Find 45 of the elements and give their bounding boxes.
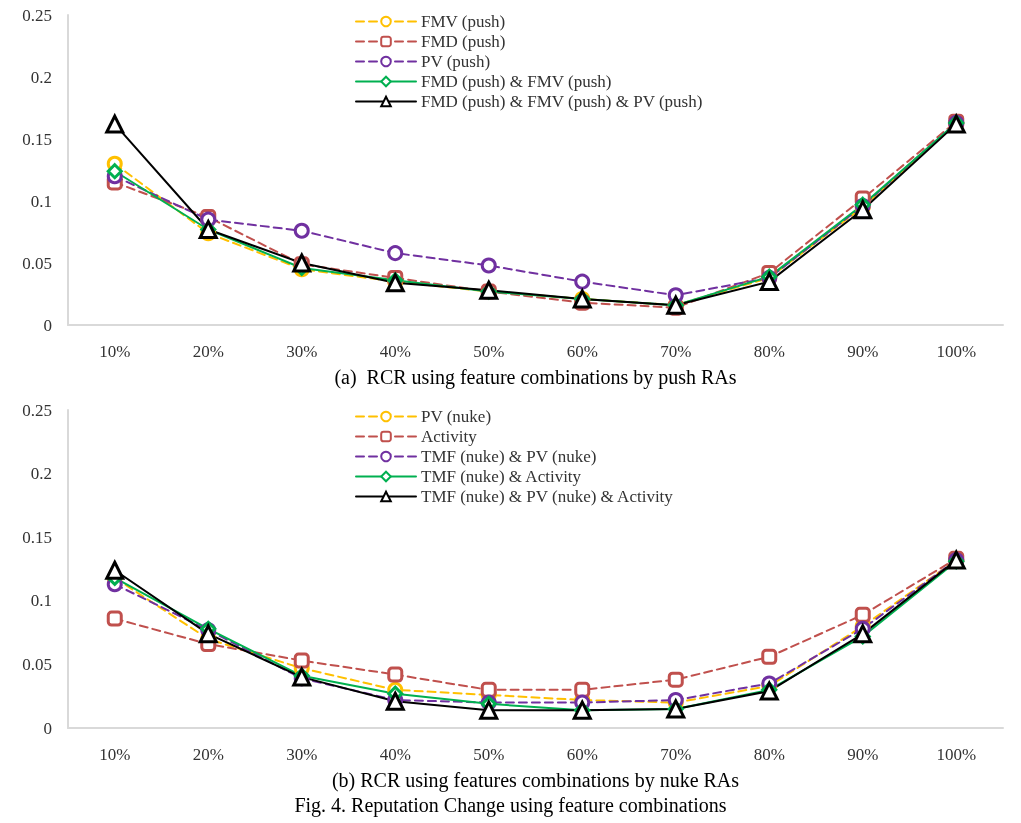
legend-label: PV (push) <box>421 52 491 71</box>
x-axis-title: (a) RCR using feature combinations by push RAs <box>334 366 737 389</box>
legend-label: FMD (push) & FMV (push) & PV (push) <box>421 92 703 111</box>
legend-label: Activity <box>421 427 478 446</box>
legend-label: TMF (nuke) & PV (nuke) & Activity <box>421 487 674 506</box>
y-tick-label: 0.15 <box>22 129 52 149</box>
legend-label: TMF (nuke) & PV (nuke) <box>421 447 597 466</box>
x-tick-label: 80% <box>753 745 785 764</box>
x-tick-label: 30% <box>286 745 318 764</box>
x-tick-label: 60% <box>566 745 598 764</box>
x-tick-label: 40% <box>379 745 411 764</box>
legend-label: FMD (push) <box>421 32 506 51</box>
x-tick-label: 20% <box>192 745 224 764</box>
x-tick-label: 10% <box>99 342 131 361</box>
x-tick-label: 20% <box>192 342 224 361</box>
legend-label: TMF (nuke) & Activity <box>421 467 582 486</box>
x-axis-title: (b) RCR using features combinations by nuke RAs <box>331 769 740 792</box>
x-tick-label: 40% <box>379 342 411 361</box>
legend-label: PV (nuke) <box>421 407 492 426</box>
legend-label: FMV (push) <box>421 12 506 31</box>
x-tick-label: 10% <box>99 745 131 764</box>
y-tick-label: 0.25 <box>22 400 52 420</box>
y-tick-label: 0.1 <box>30 191 52 211</box>
y-tick-label: 0.1 <box>30 591 52 611</box>
x-tick-label: 50% <box>473 745 505 764</box>
y-tick-label: 0 <box>43 315 52 335</box>
legend-label: FMD (push) & FMV (push) <box>421 72 612 91</box>
y-tick-label: 0.05 <box>22 253 52 273</box>
x-tick-label: 90% <box>847 745 879 764</box>
x-tick-label: 60% <box>566 342 598 361</box>
x-tick-label: 80% <box>753 342 785 361</box>
caption: Fig. 4. Reputation Change using feature combinations <box>294 794 727 817</box>
x-tick-label: 100% <box>936 745 977 764</box>
x-tick-label: 100% <box>936 342 977 361</box>
y-tick-label: 0 <box>43 718 52 738</box>
y-tick-label: 0.25 <box>22 5 52 25</box>
x-tick-label: 50% <box>473 342 505 361</box>
x-tick-label: 30% <box>286 342 318 361</box>
x-tick-label: 70% <box>660 745 692 764</box>
y-tick-label: 0.2 <box>30 464 52 484</box>
x-tick-label: 90% <box>847 342 879 361</box>
y-tick-label: 0.15 <box>22 527 52 547</box>
y-tick-label: 0.05 <box>22 654 52 674</box>
y-tick-label: 0.2 <box>30 67 52 87</box>
x-tick-label: 70% <box>660 342 692 361</box>
